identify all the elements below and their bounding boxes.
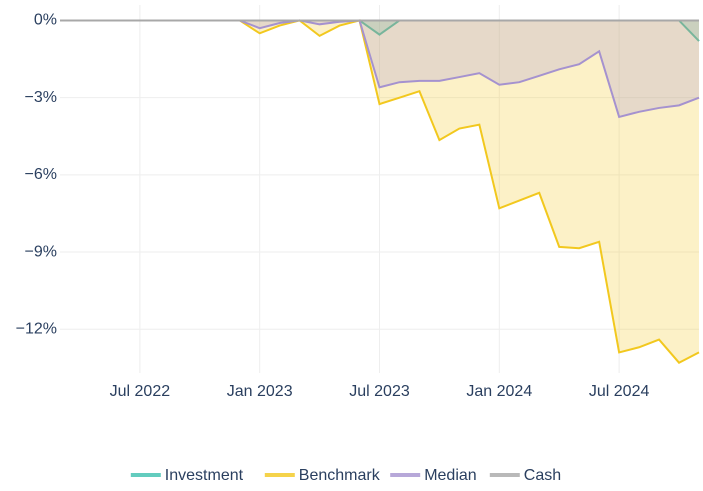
x-tick-label: Jul 2023 xyxy=(349,383,410,400)
y-tick-label: −6% xyxy=(25,166,57,183)
x-tick-label: Jul 2024 xyxy=(589,383,650,400)
y-tick-label: −9% xyxy=(25,243,57,260)
x-tick-label: Jul 2022 xyxy=(110,383,171,400)
y-tick-label: −12% xyxy=(16,320,57,337)
x-tick-label: Jan 2023 xyxy=(227,383,293,400)
area-fill xyxy=(60,20,699,363)
x-tick-label: Jan 2024 xyxy=(466,383,532,400)
legend-label: Benchmark xyxy=(299,467,381,484)
area-fill xyxy=(60,20,699,42)
y-tick-label: −3% xyxy=(25,89,57,106)
legend-label: Investment xyxy=(165,467,244,484)
legend-label: Cash xyxy=(524,467,561,484)
y-tick-label: 0% xyxy=(34,12,57,29)
legend-label: Median xyxy=(424,467,476,484)
area-fill xyxy=(60,20,699,117)
